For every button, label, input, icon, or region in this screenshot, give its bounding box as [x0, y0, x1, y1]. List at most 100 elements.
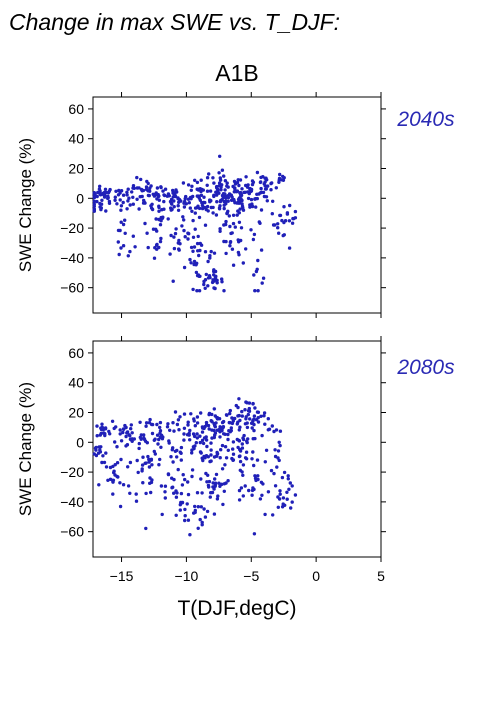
data-point [150, 207, 155, 212]
data-point [172, 199, 176, 203]
data-point [249, 421, 254, 425]
data-point [247, 406, 251, 411]
data-point [177, 197, 182, 202]
data-point [144, 185, 149, 189]
data-point [195, 491, 200, 495]
y-tick-label: −20 [60, 464, 84, 480]
y-axis-label: SWE Change (%) [16, 138, 35, 272]
data-point [190, 468, 195, 472]
data-point [209, 448, 213, 452]
data-point [190, 209, 194, 213]
data-point [266, 428, 270, 432]
data-point [214, 213, 219, 217]
data-point [237, 498, 242, 502]
data-point [157, 198, 161, 202]
y-tick-label: 40 [68, 131, 84, 147]
data-point [241, 208, 246, 212]
data-point [229, 198, 234, 202]
data-point [197, 253, 201, 258]
data-point [231, 458, 235, 462]
x-tick-label: 5 [377, 568, 385, 584]
data-point [189, 188, 193, 192]
data-point [285, 490, 289, 494]
data-point [159, 219, 163, 223]
data-point [129, 423, 133, 427]
data-point [171, 279, 175, 283]
data-point [147, 457, 151, 462]
data-point [145, 231, 149, 235]
data-point [271, 199, 275, 203]
data-point [280, 178, 284, 182]
data-point [100, 198, 104, 202]
data-point [148, 189, 152, 193]
data-point [159, 445, 163, 449]
data-point [150, 463, 154, 467]
data-point [139, 177, 143, 182]
data-point [179, 445, 184, 450]
data-point [107, 199, 112, 204]
data-point [198, 440, 202, 445]
data-point [205, 480, 209, 484]
data-point [244, 417, 248, 421]
data-point [209, 419, 213, 423]
data-point [290, 484, 294, 488]
x-tick-label: −5 [243, 568, 259, 584]
data-point [218, 456, 222, 460]
data-point [226, 194, 230, 198]
data-point [200, 491, 204, 495]
data-point [147, 465, 152, 469]
data-point [172, 477, 176, 482]
data-point [230, 195, 234, 199]
data-point [224, 199, 228, 203]
data-point [172, 491, 176, 495]
data-point [166, 217, 170, 221]
data-point [121, 483, 126, 487]
data-point [228, 240, 233, 244]
data-point [222, 489, 226, 493]
data-point [258, 191, 263, 195]
data-point [171, 460, 175, 464]
data-point [258, 497, 263, 501]
data-point [133, 245, 137, 249]
data-point [273, 484, 278, 488]
data-point [207, 485, 211, 489]
data-point [238, 190, 243, 195]
data-point [249, 197, 254, 202]
data-point [169, 233, 173, 238]
data-point [127, 196, 131, 200]
data-point [195, 180, 200, 185]
data-point [211, 481, 215, 485]
data-point [236, 445, 240, 450]
data-point [119, 208, 123, 212]
data-point [228, 244, 232, 248]
data-point [233, 201, 237, 205]
data-point [252, 273, 256, 277]
data-point [220, 168, 225, 172]
data-point [251, 486, 255, 490]
data-point [203, 200, 207, 205]
data-point [215, 281, 219, 285]
data-point [191, 235, 196, 239]
data-point [240, 187, 244, 191]
data-point [146, 245, 150, 250]
data-point [258, 221, 262, 225]
data-point [188, 206, 192, 210]
data-point [269, 468, 274, 473]
data-point [98, 184, 102, 188]
data-point [123, 423, 127, 428]
data-point [144, 526, 148, 531]
data-point [135, 186, 139, 190]
data-point [276, 222, 280, 226]
data-point [166, 422, 170, 426]
data-point [204, 420, 209, 425]
data-point [192, 417, 196, 421]
data-point [198, 434, 202, 438]
data-point [278, 443, 282, 448]
data-point [236, 209, 240, 213]
data-point [160, 208, 164, 212]
data-point [196, 526, 200, 530]
data-point [128, 203, 132, 207]
data-point [262, 414, 266, 418]
data-point [212, 251, 217, 255]
data-point [248, 417, 252, 421]
